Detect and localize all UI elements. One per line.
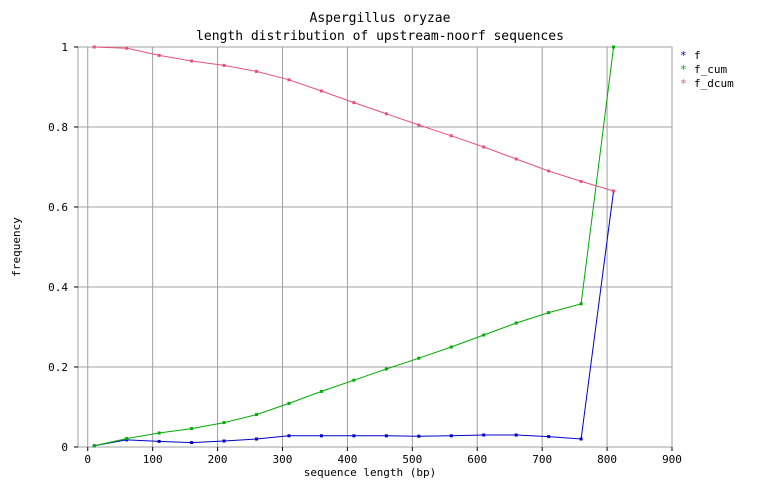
data-point-f_dcum [157,53,161,57]
data-point-f_cum [157,431,161,435]
data-point-f_cum [482,333,486,337]
y-tick-label: 0.6 [48,201,68,214]
data-point-f_dcum [612,189,616,193]
data-point-f [157,439,161,443]
series-line-f [94,190,615,447]
legend-marker-f: * [680,49,687,62]
data-point-f_cum [319,389,323,393]
data-point-f_dcum [319,89,323,93]
series-line-f_dcum [94,46,614,192]
x-axis-label: sequence length (bp) [304,466,436,479]
data-point-f_cum [514,321,518,325]
data-point-f_cum [92,444,96,448]
data-point-f [449,434,453,438]
data-point-f_dcum [482,145,486,149]
y-tick-label: 0 [61,441,68,454]
series-group [92,45,616,448]
y-tick-label: 0.2 [48,361,68,374]
data-point-f_dcum [222,63,226,67]
legend-label-f_cum: f_cum [694,63,727,76]
x-tick-label: 700 [532,453,552,466]
y-tick-label: 0.8 [48,121,68,134]
x-tick-label: 400 [337,453,357,466]
x-tick-label: 600 [467,453,487,466]
data-point-f_cum [190,427,194,431]
x-tick-label: 500 [402,453,422,466]
data-point-f_cum [449,345,453,349]
data-point-f_cum [352,378,356,382]
axis-ticks: 0 100 200 300 400 500 600 700 800 900 0 0.2 0.4 0.6 0.… [48,41,682,466]
data-point-f_cum [125,437,129,441]
data-point-f_dcum [255,69,259,73]
x-tick-label: 900 [662,453,682,466]
y-tick-label: 0.4 [48,281,68,294]
data-point-f [255,437,259,441]
legend: * f * f_cum * f_dcum [680,49,734,90]
data-point-f [547,435,551,439]
gridlines [78,46,672,448]
chart-title: Aspergillus oryzae [310,11,451,26]
data-point-f_cum [287,401,291,405]
data-point-f_dcum [190,59,194,63]
data-point-f_dcum [92,45,96,49]
x-tick-label: 0 [84,453,91,466]
legend-marker-f_dcum: * [680,77,687,90]
data-point-f [514,433,518,437]
data-point-f_cum [579,302,583,306]
data-point-f_cum [417,356,421,360]
y-tick-label: 1 [61,41,68,54]
data-point-f [222,439,226,443]
data-point-f_dcum [384,112,388,116]
data-point-f_dcum [287,78,291,82]
data-point-f_dcum [547,169,551,173]
data-point-f_cum [255,413,259,417]
legend-marker-f_cum: * [680,63,687,76]
series-line-f_cum [94,46,615,447]
data-point-f_cum [222,421,226,425]
data-point-f_dcum [352,101,356,105]
data-point-f [417,434,421,438]
data-point-f_dcum [579,179,583,183]
data-point-f_dcum [449,134,453,138]
x-tick-label: 200 [208,453,228,466]
x-tick-label: 100 [143,453,163,466]
x-tick-label: 300 [273,453,293,466]
y-axis-label: frequency [10,217,23,277]
data-point-f_cum [384,367,388,371]
data-point-f [579,437,583,441]
legend-label-f_dcum: f_dcum [694,77,734,90]
data-point-f [287,434,291,438]
chart-subtitle: length distribution of upstream-noorf se… [196,29,564,44]
x-tick-label: 800 [597,453,617,466]
data-point-f [384,434,388,438]
data-point-f_dcum [514,157,518,161]
data-point-f [482,433,486,437]
data-point-f_dcum [417,123,421,127]
data-point-f [319,434,323,438]
data-point-f_cum [547,311,551,315]
data-point-f_cum [612,45,616,49]
legend-label-f: f [694,49,701,62]
plot-area-frame [77,46,673,448]
data-point-f_dcum [125,46,129,50]
data-point-f [352,434,356,438]
data-point-f [190,441,194,445]
